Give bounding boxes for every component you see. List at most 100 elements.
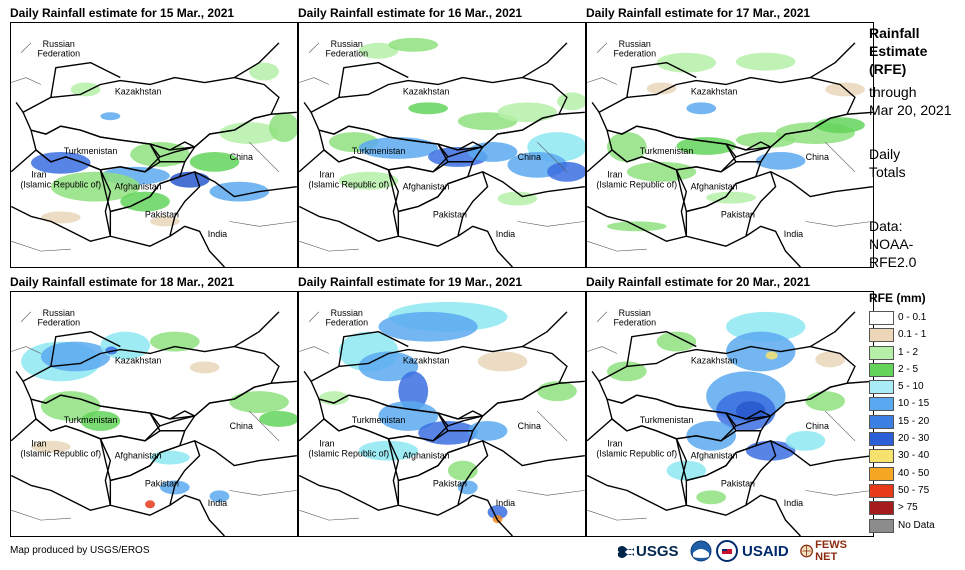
legend-label: 5 - 10	[898, 381, 924, 393]
minor-border	[805, 221, 873, 227]
country-border	[735, 111, 873, 198]
rainfall-map: Russian Federation Kazakhstan Turkmenistan I…	[10, 22, 298, 268]
map-label: Federation	[325, 49, 368, 59]
side-data-line: NOAA-	[869, 236, 914, 252]
rainfall-area	[676, 137, 736, 155]
minor-border	[299, 240, 359, 252]
usgs-logo: USGS	[618, 538, 688, 564]
rainfall-area	[358, 137, 439, 159]
rainfall-area	[150, 450, 190, 465]
side-title: Rainfall Estimate (RFE)	[869, 24, 927, 78]
map-label: Pakistan	[721, 478, 755, 488]
side-title-line: Estimate	[869, 43, 928, 59]
map-label: Iran	[607, 170, 622, 180]
map-label: Federation	[325, 318, 368, 328]
legend-swatch	[869, 466, 894, 481]
country-border	[11, 418, 112, 511]
map-label: Russian	[331, 39, 363, 49]
country-border	[15, 311, 280, 382]
country-border	[109, 440, 201, 516]
rainfall-area	[189, 361, 220, 374]
map-label: Afghanistan	[115, 451, 162, 461]
map-label: Turkmenistan	[640, 415, 694, 425]
rainfall-area	[735, 401, 766, 421]
legend-swatch	[869, 518, 894, 533]
rainfall-area	[219, 122, 279, 145]
map-label: China	[230, 152, 253, 162]
legend-swatch	[869, 397, 894, 412]
rainfall-area	[815, 117, 865, 134]
rainfall-area	[388, 37, 439, 52]
legend-label: > 75	[898, 502, 918, 514]
partner-logos: USGS USAID FEWS NET	[618, 538, 863, 568]
legend-swatch	[869, 345, 894, 360]
map-label: China	[230, 421, 253, 431]
rainfall-area	[40, 341, 111, 372]
side-totals-line: Daily	[869, 146, 901, 162]
map-label: Kazakhstan	[691, 86, 738, 96]
minor-border	[805, 490, 873, 496]
map-label: Russian	[331, 308, 363, 318]
country-border	[725, 141, 772, 163]
rainfall-area	[269, 112, 297, 143]
country-border	[397, 440, 489, 516]
rainfall-area	[40, 391, 101, 421]
minor-border	[596, 311, 608, 322]
legend-label: No Data	[898, 519, 935, 531]
rainfall-area	[189, 151, 240, 172]
rainfall-map: Russian Federation Kazakhstan Turkmenistan I…	[586, 22, 874, 268]
map-label: Pakistan	[145, 478, 179, 488]
side-through-line: through	[869, 84, 917, 100]
map-label: (Islamic Republic of)	[20, 449, 101, 459]
rainfall-area	[358, 440, 419, 461]
map-label: India	[784, 229, 803, 239]
map-label: Afghanistan	[403, 182, 450, 192]
panel-title: Daily Rainfall estimate for 18 Mar., 202…	[10, 275, 235, 289]
map-label: Afghanistan	[691, 451, 738, 461]
country-border	[159, 111, 297, 198]
rainfall-area	[80, 411, 121, 431]
side-data-line: Data:	[869, 218, 903, 234]
map-label: Afghanistan	[691, 182, 738, 192]
country-border	[685, 171, 777, 247]
minor-border	[587, 509, 647, 521]
rainfall-area	[765, 351, 778, 360]
map-label: Kazakhstan	[691, 355, 738, 365]
rainfall-area	[666, 460, 707, 481]
country-border	[299, 149, 400, 242]
rainfall-area	[467, 420, 508, 441]
minor-border	[11, 509, 71, 521]
country-border	[169, 494, 225, 536]
legend-swatch	[869, 362, 894, 377]
minor-border	[537, 410, 568, 441]
legend-title: RFE (mm)	[869, 291, 926, 305]
rainfall-area	[70, 82, 101, 97]
panel-title: Daily Rainfall estimate for 19 Mar., 202…	[298, 275, 523, 289]
legend-swatch	[869, 483, 894, 498]
rainfall-area	[249, 62, 279, 81]
minor-border	[299, 77, 330, 85]
legend-label: 40 - 50	[898, 467, 930, 479]
map-label: Pakistan	[721, 209, 755, 219]
rainfall-map: Russian Federation Kazakhstan Turkmenistan I…	[586, 291, 874, 537]
country-border	[745, 494, 801, 536]
map-label: Federation	[37, 318, 80, 328]
minor-border	[11, 346, 42, 354]
legend-swatch	[869, 328, 894, 343]
map-label: (Islamic Republic of)	[308, 180, 389, 190]
country-border	[303, 42, 568, 113]
rainfall-area	[646, 82, 677, 95]
rainfall-area	[706, 191, 756, 204]
rainfall-area	[408, 102, 448, 115]
rainfall-area	[229, 391, 289, 414]
minor-border	[299, 346, 330, 354]
rainfall-area	[785, 430, 826, 451]
rainfall-area	[547, 161, 585, 182]
country-border	[397, 171, 489, 247]
rainfall-area	[726, 331, 796, 372]
side-title-line: Rainfall	[869, 25, 920, 41]
map-label: Kazakhstan	[403, 355, 450, 365]
map-label: (Islamic Republic of)	[596, 180, 677, 190]
rainfall-area	[209, 181, 270, 202]
